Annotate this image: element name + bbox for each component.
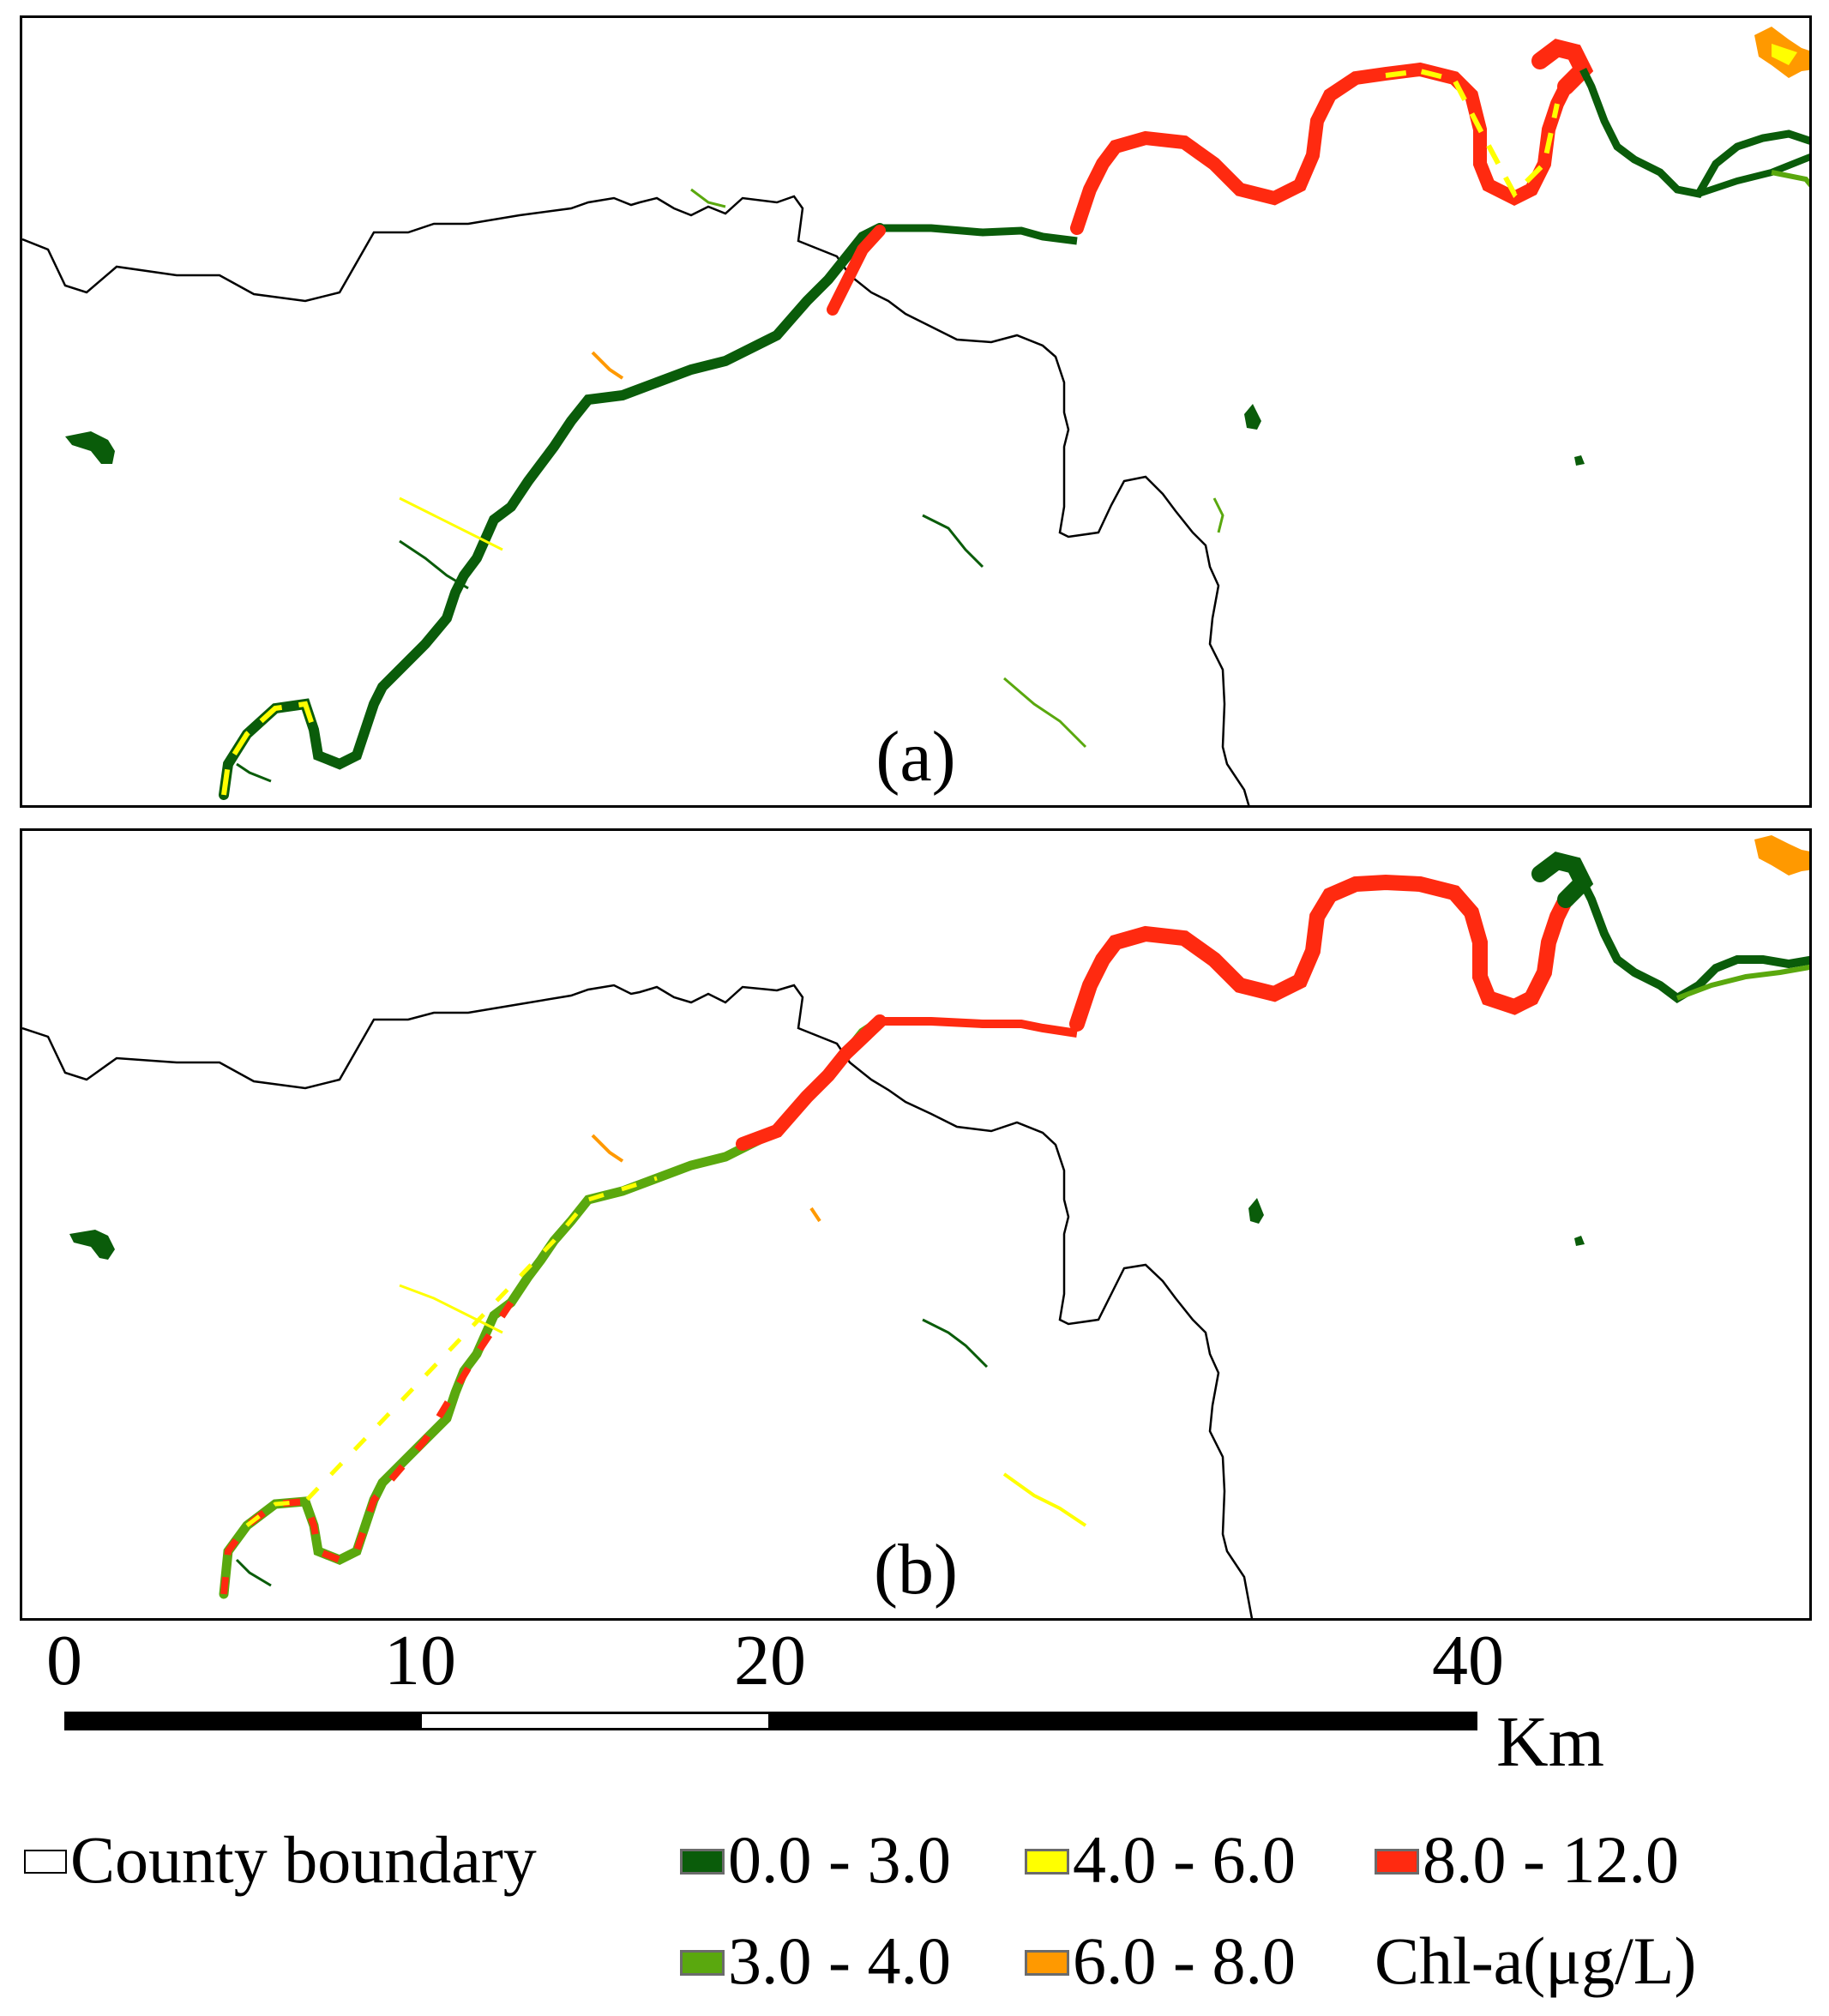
tributary-4 xyxy=(399,496,503,551)
scale-tick-40: 40 xyxy=(1432,1621,1504,1700)
river-red-left xyxy=(736,1014,887,1151)
legend-swatch-class-4 xyxy=(1025,1950,1069,1977)
legend-item-class-5: 8.0 - 12.0 xyxy=(1375,1826,1679,1893)
tributary-1 xyxy=(922,1318,989,1369)
tributary-2 xyxy=(1002,1472,1087,1527)
small-lake-far-right xyxy=(1574,1236,1585,1246)
legend-label-boundary: County boundary xyxy=(70,1822,537,1897)
river-middle xyxy=(880,224,1078,245)
legend-label-class-2: 3.0 - 4.0 xyxy=(728,1923,951,1998)
panel-label-b: (b) xyxy=(874,1530,958,1610)
river-lower xyxy=(219,223,885,800)
river-upper-right-3 xyxy=(1771,170,1809,188)
tributary-3 xyxy=(591,1134,624,1163)
legend-swatch-class-3 xyxy=(1025,1849,1069,1875)
river-middle xyxy=(880,1017,1078,1038)
scale-bar-segment-3 xyxy=(769,1712,1477,1730)
river-upper-right xyxy=(1579,67,1809,199)
orange-lake xyxy=(1754,835,1809,876)
tributary-8 xyxy=(1212,497,1224,533)
county-boundary-line xyxy=(22,195,1250,805)
tributary-1 xyxy=(922,514,984,569)
legend-label-class-1: 0.0 - 3.0 xyxy=(728,1822,951,1897)
river-upper-right xyxy=(1579,880,1809,1004)
small-lake-right xyxy=(1248,1198,1264,1224)
legend-item-boundary: County boundary xyxy=(24,1826,537,1893)
legend-item-class-4: 6.0 - 8.0 xyxy=(1025,1928,1296,1995)
map-panel-a: (a) xyxy=(20,15,1812,808)
scale-tick-0: 0 xyxy=(46,1621,82,1700)
county-boundary-line xyxy=(22,984,1254,1618)
river-red-left xyxy=(827,225,886,316)
scale-tick-10: 10 xyxy=(384,1621,456,1700)
tributary-2 xyxy=(1003,677,1087,749)
river-lower-yellow xyxy=(245,1176,658,1527)
legend-label-class-4: 6.0 - 8.0 xyxy=(1073,1923,1296,1998)
legend-label-class-5: 8.0 - 12.0 xyxy=(1423,1822,1679,1897)
legend-swatch-class-5 xyxy=(1375,1849,1419,1875)
legend-title: Chl-a(μg/L) xyxy=(1375,1923,1697,1998)
tributary-6 xyxy=(690,188,726,208)
small-lake-left xyxy=(69,1230,115,1260)
legend-item-class-1: 0.0 - 3.0 xyxy=(680,1826,951,1893)
river-lower xyxy=(219,1016,885,1599)
small-lake-right xyxy=(1244,404,1261,430)
scale-bar-segment-1 xyxy=(64,1712,421,1730)
river-lower-yellow xyxy=(221,701,316,796)
small-lake-left xyxy=(65,431,115,464)
map-canvas-b xyxy=(22,835,1809,1618)
river-red-upper xyxy=(1070,62,1573,235)
tributary-6 xyxy=(809,1207,821,1223)
scale-unit: Km xyxy=(1496,1702,1604,1782)
legend-swatch-boundary xyxy=(24,1850,67,1875)
map-panel-b: (b) xyxy=(20,828,1812,1621)
yellow-lake xyxy=(1772,44,1797,65)
small-lake-far-right xyxy=(1574,455,1585,466)
tributary-7 xyxy=(236,762,272,783)
legend-item-class-2: 3.0 - 4.0 xyxy=(680,1928,951,1995)
river-green-bend xyxy=(1531,852,1594,908)
river-red-bend xyxy=(1531,39,1594,95)
panel-label-a: (a) xyxy=(875,717,956,797)
legend-swatch-class-2 xyxy=(680,1950,725,1977)
tributary-4 xyxy=(399,1284,503,1334)
river-upper-right-2 xyxy=(1676,965,1809,1001)
legend-label-class-3: 4.0 - 6.0 xyxy=(1073,1822,1296,1897)
map-canvas-a xyxy=(22,27,1809,805)
tributary-5 xyxy=(235,1558,272,1587)
river-yellow-upper xyxy=(1385,68,1560,198)
scale-bar-segment-2 xyxy=(419,1712,771,1730)
tributary-5 xyxy=(399,539,469,590)
river-red-upper xyxy=(1069,874,1573,1032)
scale-tick-20: 20 xyxy=(734,1621,806,1700)
legend-swatch-class-1 xyxy=(680,1849,725,1875)
tributary-3 xyxy=(591,351,624,380)
legend-item-class-3: 4.0 - 6.0 xyxy=(1025,1826,1296,1893)
